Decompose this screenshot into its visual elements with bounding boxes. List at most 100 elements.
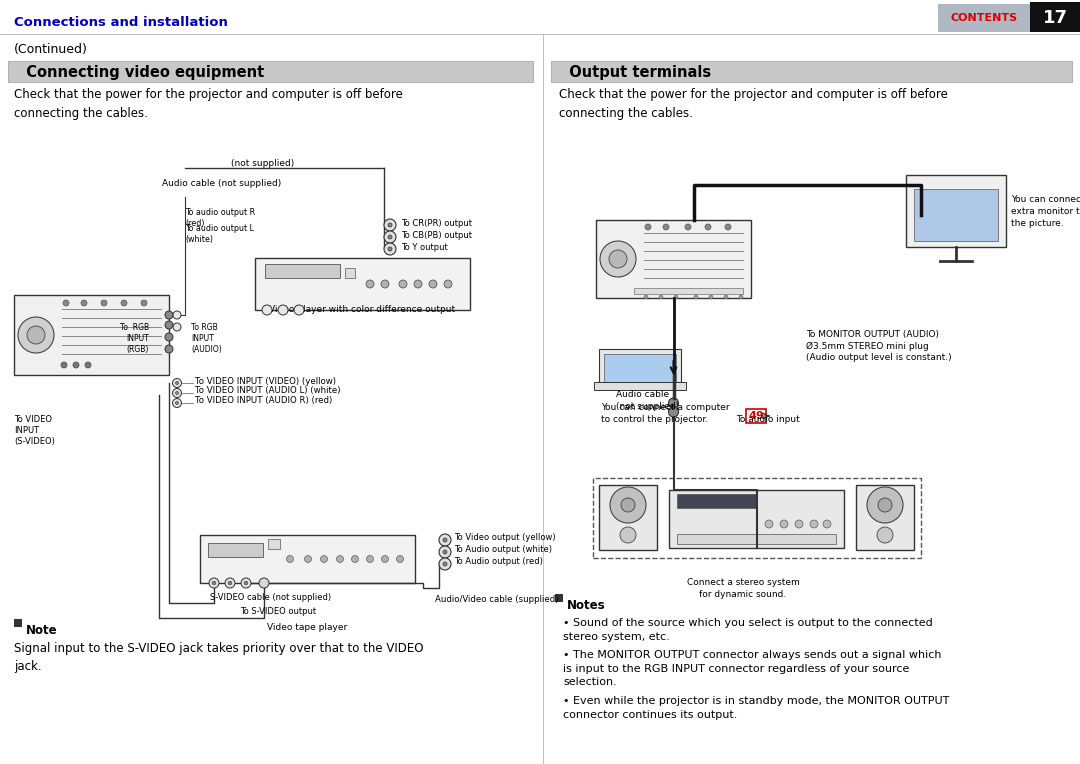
Text: You can connect a computer
to control the projector.: You can connect a computer to control th… <box>600 403 730 424</box>
Circle shape <box>165 345 173 353</box>
Circle shape <box>609 250 627 268</box>
Circle shape <box>414 280 422 288</box>
Bar <box>746 409 766 423</box>
Circle shape <box>259 578 269 588</box>
Circle shape <box>384 243 396 255</box>
Text: Notes: Notes <box>567 599 606 612</box>
Circle shape <box>388 247 392 251</box>
Circle shape <box>669 398 678 408</box>
Circle shape <box>366 555 374 562</box>
Text: • Sound of the source which you select is output to the connected
stereo system,: • Sound of the source which you select i… <box>563 618 933 642</box>
Circle shape <box>366 280 374 288</box>
Circle shape <box>685 224 691 230</box>
Bar <box>265 264 340 278</box>
Bar <box>596 220 751 298</box>
Circle shape <box>165 321 173 329</box>
Bar <box>255 258 470 310</box>
Circle shape <box>823 520 831 528</box>
Circle shape <box>173 389 181 397</box>
Circle shape <box>18 317 54 353</box>
Circle shape <box>63 300 69 306</box>
Text: Audio cable
(not supplied): Audio cable (not supplied) <box>616 390 679 411</box>
Circle shape <box>443 538 447 542</box>
Bar <box>14 295 168 375</box>
Circle shape <box>173 311 181 319</box>
Text: Signal input to the S-VIDEO jack takes priority over that to the VIDEO
jack.: Signal input to the S-VIDEO jack takes p… <box>14 642 423 673</box>
Circle shape <box>278 305 288 315</box>
Circle shape <box>173 399 181 407</box>
Bar <box>594 382 686 390</box>
Text: To Audio output (red): To Audio output (red) <box>454 558 543 566</box>
Bar <box>856 485 914 550</box>
Text: • Even while the projector is in standby mode, the MONITOR OUTPUT
connector cont: • Even while the projector is in standby… <box>563 696 949 720</box>
Circle shape <box>396 555 404 562</box>
Circle shape <box>694 295 698 299</box>
Circle shape <box>610 487 646 523</box>
Circle shape <box>175 402 178 404</box>
Text: Check that the power for the projector and computer is off before
connecting the: Check that the power for the projector a… <box>559 88 948 119</box>
Circle shape <box>388 223 392 227</box>
Circle shape <box>73 362 79 368</box>
Text: 17: 17 <box>1042 9 1067 27</box>
Circle shape <box>674 295 678 299</box>
Bar <box>634 288 743 294</box>
Bar <box>8 61 534 82</box>
Circle shape <box>121 300 127 306</box>
Text: Audio cable (not supplied): Audio cable (not supplied) <box>162 179 282 187</box>
Circle shape <box>175 391 178 394</box>
Bar <box>551 61 1072 82</box>
Circle shape <box>399 280 407 288</box>
Text: To audio output R
(red): To audio output R (red) <box>185 208 255 228</box>
Circle shape <box>60 362 67 368</box>
Text: Video tape player: Video tape player <box>268 623 348 632</box>
Circle shape <box>384 219 396 231</box>
Circle shape <box>225 578 235 588</box>
Circle shape <box>294 305 303 315</box>
Text: To VIDEO INPUT (AUDIO L) (white): To VIDEO INPUT (AUDIO L) (white) <box>195 387 340 396</box>
Text: To MONITOR OUTPUT (AUDIO)
Ø3.5mm STEREO mini plug
(Audio output level is constan: To MONITOR OUTPUT (AUDIO) Ø3.5mm STEREO … <box>806 330 951 362</box>
Bar <box>906 175 1005 247</box>
Circle shape <box>724 295 728 299</box>
Bar <box>599 349 681 385</box>
Circle shape <box>27 326 45 344</box>
Circle shape <box>644 295 648 299</box>
Bar <box>604 354 676 382</box>
Circle shape <box>173 378 181 387</box>
Bar <box>268 539 280 549</box>
Circle shape <box>81 300 87 306</box>
Text: To S-VIDEO output: To S-VIDEO output <box>240 607 316 616</box>
Circle shape <box>725 224 731 230</box>
Circle shape <box>173 323 181 331</box>
Circle shape <box>241 578 251 588</box>
Text: To RGB
INPUT
(AUDIO): To RGB INPUT (AUDIO) <box>191 323 221 354</box>
Circle shape <box>165 333 173 341</box>
Circle shape <box>877 527 893 543</box>
Circle shape <box>381 280 389 288</box>
Circle shape <box>384 231 396 243</box>
Circle shape <box>810 520 818 528</box>
Circle shape <box>663 224 669 230</box>
Text: Connect a stereo system
for dynamic sound.: Connect a stereo system for dynamic soun… <box>687 578 799 599</box>
Circle shape <box>659 295 663 299</box>
Circle shape <box>228 581 232 584</box>
Text: To Y output: To Y output <box>401 242 448 251</box>
Text: Note: Note <box>26 624 57 637</box>
Circle shape <box>438 546 451 558</box>
Circle shape <box>141 300 147 306</box>
Text: To audio input: To audio input <box>735 416 800 425</box>
Text: Video player with color difference output: Video player with color difference outpu… <box>269 305 456 314</box>
Circle shape <box>244 581 247 584</box>
Circle shape <box>444 280 453 288</box>
Circle shape <box>438 558 451 570</box>
Circle shape <box>708 295 713 299</box>
Bar <box>345 268 355 278</box>
Text: To Audio output (white): To Audio output (white) <box>454 545 552 555</box>
Text: Connections and installation: Connections and installation <box>14 15 228 28</box>
Circle shape <box>102 300 107 306</box>
Circle shape <box>262 305 272 315</box>
Circle shape <box>351 555 359 562</box>
Text: Check that the power for the projector and computer is off before
connecting the: Check that the power for the projector a… <box>14 88 403 119</box>
Text: • The MONITOR OUTPUT connector always sends out a signal which
is input to the R: • The MONITOR OUTPUT connector always se… <box>563 650 942 687</box>
Circle shape <box>878 498 892 512</box>
Circle shape <box>85 362 91 368</box>
